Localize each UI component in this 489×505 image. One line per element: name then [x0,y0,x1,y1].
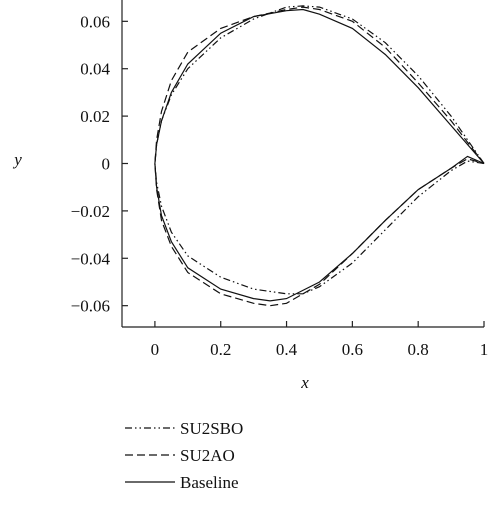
y-tick-label: −0.04 [71,249,111,268]
x-tick-label: 0.2 [210,340,231,359]
x-axis-label: x [300,373,309,392]
y-tick-label: 0 [102,155,111,174]
y-tick-label: 0.06 [80,12,110,31]
x-tick-label: 1 [480,340,489,359]
legend-label: SU2SBO [180,419,243,438]
series-line [154,6,485,307]
y-axis-label: y [12,150,22,169]
y-tick-label: −0.02 [71,202,110,221]
y-tick-label: 0.02 [80,107,110,126]
y-tick-label: 0.04 [80,60,110,79]
x-tick-label: 0 [151,340,160,359]
legend-label: SU2AO [180,446,235,465]
series-line [154,8,485,302]
y-tick-label: −0.06 [71,297,110,316]
series-line [154,5,485,295]
legend-label: Baseline [180,473,239,492]
x-tick-label: 0.8 [408,340,429,359]
x-tick-label: 0.6 [342,340,363,359]
x-tick-label: 0.4 [276,340,298,359]
